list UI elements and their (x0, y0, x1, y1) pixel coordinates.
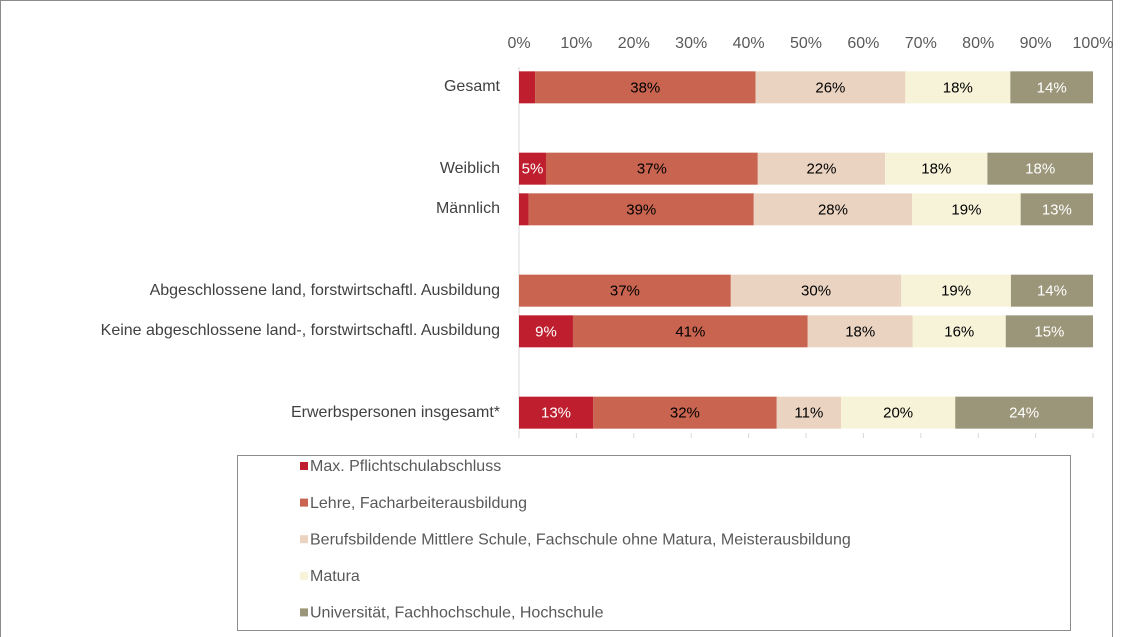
bar-segment (519, 274, 731, 307)
bar-segment (757, 152, 886, 185)
data-label: 9% (535, 323, 557, 340)
data-label: 14% (1037, 79, 1067, 96)
bar-segment (519, 396, 594, 429)
bar-segment (807, 315, 913, 348)
bar-segment (535, 71, 756, 104)
bar-segment (987, 152, 1093, 185)
data-label: 5% (522, 161, 544, 178)
bar-segment (955, 396, 1093, 429)
bar-segment (912, 193, 1021, 226)
data-label: 37% (610, 283, 640, 300)
data-label: 39% (626, 201, 656, 218)
legend-swatch (300, 535, 308, 544)
bar-segment (753, 193, 913, 226)
bar-segment (1005, 315, 1093, 348)
y-tick-label-text: Weiblich (439, 159, 500, 177)
bar-segment (841, 396, 956, 429)
legend-swatch (300, 462, 308, 470)
data-label: 37% (637, 161, 667, 178)
bar-segment (519, 315, 573, 348)
bar-segment (755, 71, 906, 104)
bar-segment (730, 274, 902, 307)
data-label: 19% (951, 201, 981, 218)
bar-segment (519, 152, 546, 185)
bar-segment (528, 193, 754, 226)
data-label: 18% (845, 323, 875, 340)
data-label: 22% (806, 161, 836, 178)
bar-segment (593, 396, 777, 429)
legend-label: Universität, Fachhochschule, Hochschule (310, 605, 604, 622)
legend-label: Berufsbildende Mittlere Schule, Fachschu… (310, 531, 851, 548)
legend-label: Lehre, Facharbeiterausbildung (310, 495, 527, 512)
data-label: 20% (883, 405, 913, 422)
data-label: 18% (1025, 161, 1055, 178)
data-label: 38% (630, 79, 660, 96)
x-tick-label: 50% (790, 35, 822, 52)
data-label: 24% (1009, 405, 1039, 422)
data-label: 14% (1037, 283, 1067, 300)
data-label: 18% (943, 79, 973, 96)
y-tick-label-text: Erwerbspersonen insgesamt* (291, 403, 500, 421)
y-tick-label-text: Gesamt (443, 78, 500, 96)
y-tick-label-text: Keine abgeschlossene land-, forstwirtsch… (100, 322, 500, 340)
x-tick-label: 70% (905, 35, 937, 52)
data-label: 26% (815, 79, 845, 96)
bar-segment (519, 71, 536, 104)
legend-label: Max. Pflichtschulabschluss (310, 458, 501, 475)
data-label: 18% (921, 161, 951, 178)
y-tick-label: Gesamt (20, 77, 500, 97)
bar-segment (776, 396, 842, 429)
data-label: 28% (818, 201, 848, 218)
bar-segment (572, 315, 808, 348)
x-tick-label: 10% (560, 35, 592, 52)
bar-segment (545, 152, 758, 185)
data-label: 32% (670, 405, 700, 422)
x-tick-label: 40% (733, 35, 765, 52)
x-tick-label: 20% (618, 35, 650, 52)
data-label: 19% (941, 283, 971, 300)
x-tick-label: 60% (847, 35, 879, 52)
bar-segment (905, 71, 1011, 104)
x-tick-label: 0% (507, 35, 530, 52)
legend-swatch (300, 571, 308, 580)
y-tick-label: Männlich (20, 199, 500, 219)
legend-label: Matura (310, 568, 360, 585)
y-tick-label: Abgeschlossene land, forstwirtschaftl. A… (20, 281, 500, 301)
data-label: 11% (794, 405, 823, 422)
x-tick-label: 100% (1073, 35, 1114, 52)
bar-segment (519, 193, 529, 226)
bar-segment (912, 315, 1006, 348)
data-label: 13% (1042, 201, 1072, 218)
bar-segment (1010, 71, 1093, 104)
bar-segment (901, 274, 1011, 307)
data-label: 41% (675, 323, 705, 340)
y-tick-label: Erwerbspersonen insgesamt* (20, 403, 500, 423)
y-tick-label: Keine abgeschlossene land-, forstwirtsch… (20, 321, 500, 341)
y-tick-label-text: Männlich (435, 200, 500, 218)
y-tick-label-text: Abgeschlossene land, forstwirtschaftl. A… (149, 281, 500, 299)
bar-segment (1020, 193, 1093, 226)
bar-segment (885, 152, 988, 185)
x-tick-label: 80% (962, 35, 994, 52)
x-tick-label: 90% (1020, 35, 1052, 52)
legend-box (237, 455, 1071, 631)
data-label: 15% (1034, 323, 1064, 340)
bar-segment (1010, 274, 1093, 307)
data-label: 16% (944, 323, 974, 340)
legend-swatch (300, 608, 308, 617)
y-tick-label: Weiblich (20, 159, 500, 179)
data-label: 30% (801, 283, 831, 300)
data-label: 13% (541, 405, 571, 422)
x-tick-label: 30% (675, 35, 707, 52)
legend-swatch (300, 498, 308, 507)
